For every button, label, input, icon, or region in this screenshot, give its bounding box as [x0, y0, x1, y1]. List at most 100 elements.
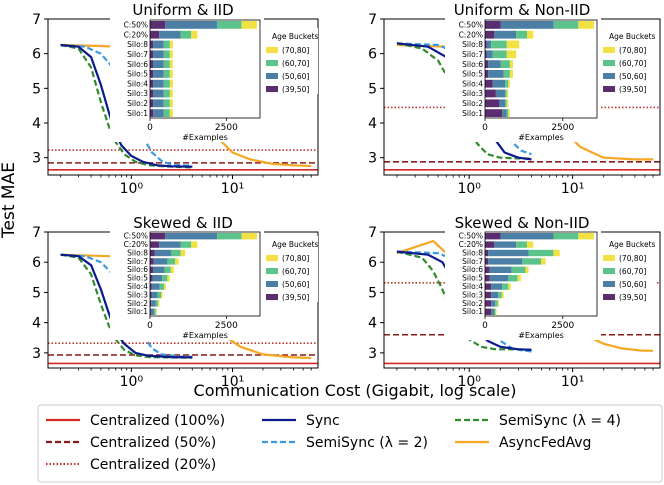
inset-bar-segment [150, 308, 151, 315]
inset-row-label: C:20% [124, 30, 148, 39]
inset-bar-segment [217, 21, 242, 29]
inset-x-tick-label: 0 [147, 123, 153, 133]
inset-bar-segment [162, 275, 168, 282]
inset-bar-segment [151, 291, 158, 299]
inset-bar-segment [150, 99, 154, 108]
y-tick-label: 4 [32, 316, 41, 332]
legend-label-sync: Sync [306, 413, 340, 429]
inset-frame [484, 231, 598, 317]
inset-bar-segment [153, 308, 156, 315]
inset-bar-segment [553, 233, 579, 240]
inset-legend-swatch [603, 47, 615, 53]
inset-row-label: Silo:6 [462, 265, 483, 274]
inset-bar-segment [150, 266, 154, 273]
inset-bar-segment [151, 300, 156, 307]
inset-bar-segment [170, 266, 174, 273]
inset-bar-segment [165, 233, 218, 240]
inset-bar-segment [159, 283, 165, 290]
inset-bar-segment [485, 21, 501, 29]
inset-legend-swatch [603, 86, 615, 92]
y-tick-label: 7 [368, 225, 377, 241]
inset-bar-segment [150, 258, 154, 265]
inset-bar-segment [485, 70, 489, 78]
inset-chart: C:50%C:20%Silo:8Silo:7Silo:6Silo:5Silo:4… [445, 230, 601, 340]
x-tick-label: 10⁰ [120, 181, 144, 197]
inset-legend-swatch [266, 281, 278, 287]
inset-bar-segment [578, 21, 594, 29]
inset-bar-segment [522, 258, 541, 265]
inset-legend-swatch [603, 268, 615, 274]
inset-bar-segment [241, 21, 257, 29]
inset-bar-segment [527, 30, 534, 39]
chart-title: Uniform & IID [132, 1, 233, 19]
inset-bar-segment [506, 99, 509, 108]
figure-x-axis-label: Communication Cost (Gigabit, log scale) [194, 381, 517, 400]
inset-row-label: Silo:6 [127, 60, 148, 69]
inset-x-tick-label: 0 [147, 321, 153, 331]
inset-bar-segment [217, 233, 242, 240]
inset-row-label: Silo:1 [127, 109, 148, 118]
inset-bar-segment [150, 308, 154, 315]
y-tick-label: 3 [368, 346, 377, 362]
inset-bar-segment [159, 30, 181, 39]
inset-legend-title: Age Buckets [272, 240, 319, 249]
inset-bar-segment [153, 70, 164, 78]
inset-bar-segment [191, 30, 198, 39]
inset-bar-segment [169, 79, 173, 88]
inset-bar-segment [485, 109, 503, 117]
y-tick-label: 5 [32, 285, 41, 301]
inset-row-label: Silo:4 [462, 282, 483, 291]
inset-bar-segment [525, 266, 529, 273]
inset-bar-segment [175, 258, 179, 265]
inset-legend-swatch [603, 294, 615, 300]
inset-bar-segment [498, 291, 502, 299]
inset-bar-segment [485, 60, 489, 68]
inset-x-tick-label: 2500 [551, 123, 574, 133]
inset-bar-segment [163, 89, 170, 98]
inset-bar-segment [489, 275, 509, 282]
x-tick-label: 10⁰ [120, 374, 144, 390]
inset-row-label: Silo:7 [127, 257, 148, 266]
inset-x-tick-label: 2500 [215, 123, 238, 133]
inset-bar-segment [150, 89, 154, 98]
inset-bar-segment [500, 233, 554, 240]
inset-bar-segment [527, 241, 534, 248]
inset-row-label: Silo:2 [462, 299, 483, 308]
inset-legend-title: Age Buckets [272, 32, 319, 41]
inset-bar-segment [169, 109, 173, 117]
inset-legend-swatch [266, 73, 278, 79]
inset-bar-segment [506, 40, 520, 49]
inset-bar-segment [500, 21, 554, 29]
y-tick-label: 6 [32, 47, 41, 63]
inset-row-label: C:50% [124, 21, 148, 30]
inset-legend-label: (39,50] [282, 85, 309, 94]
inset-bar-segment [485, 283, 492, 290]
chart-panels: Uniform & IID 3 4 5 6 7 10⁰ 10¹ C:50%C:20%Silo:8… [32, 1, 661, 390]
y-tick-label: 5 [32, 81, 41, 97]
inset-bar-segment [150, 291, 152, 299]
inset-legend-swatch [266, 255, 278, 261]
chart-panel-1: Uniform & IID 3 4 5 6 7 10⁰ 10¹ C:50%C:20%Silo:8… [32, 1, 318, 197]
inset-row-label: C:20% [459, 30, 483, 39]
inset-bar-segment [153, 40, 164, 49]
inset-row-label: Silo:1 [127, 307, 148, 316]
inset-row-label: C:50% [124, 232, 148, 241]
inset-bar-segment [153, 60, 164, 68]
inset-legend-swatch [266, 86, 278, 92]
inset-x-axis-label: #Examples [518, 133, 564, 142]
inset-bar-segment [491, 300, 496, 307]
inset-row-label: Silo:6 [127, 265, 148, 274]
inset-bar-segment [163, 40, 170, 49]
inset-legend-label: (70,80] [282, 46, 309, 55]
inset-bar-segment [155, 308, 157, 315]
inset-bar-segment [508, 109, 510, 117]
chart-title: Skewed & Non-IID [455, 214, 590, 232]
inset-bar-segment [553, 249, 560, 257]
inset-bar-segment [495, 308, 497, 315]
x-tick-label: 10¹ [561, 181, 584, 197]
inset-bar-segment [150, 241, 160, 248]
inset-row-label: C:20% [124, 240, 148, 249]
inset-bar-segment [163, 60, 170, 68]
inset-bar-segment [150, 50, 154, 59]
y-tick-label: 5 [368, 81, 377, 97]
